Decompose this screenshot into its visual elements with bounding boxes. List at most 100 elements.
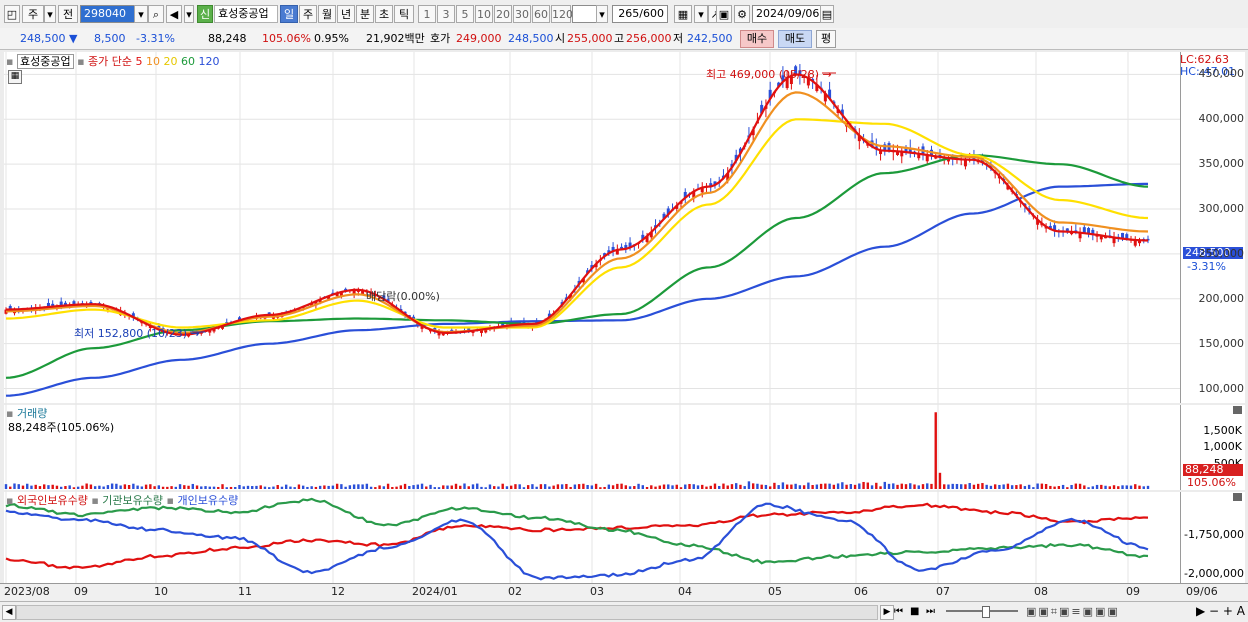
stop-icon[interactable]: ■ bbox=[910, 606, 920, 617]
interval-5[interactable]: 5 bbox=[456, 5, 474, 23]
interval-20[interactable]: 20 bbox=[494, 5, 512, 23]
save-icon[interactable]: ▣ bbox=[716, 5, 732, 23]
legend-institution[interactable]: 기관보유수량 bbox=[102, 494, 164, 507]
candle-body bbox=[1099, 235, 1103, 240]
volume-bar bbox=[225, 487, 228, 489]
volume-bar bbox=[624, 485, 628, 489]
interval-3[interactable]: 3 bbox=[437, 5, 455, 23]
period-day[interactable]: 일 bbox=[280, 5, 298, 23]
fast-forward-icon[interactable]: ⏭ bbox=[926, 606, 935, 617]
candle-body bbox=[51, 303, 55, 307]
search-icon[interactable]: ⌕ bbox=[148, 5, 164, 23]
sell-button[interactable]: 매도 bbox=[778, 30, 812, 48]
candle-body bbox=[900, 151, 904, 157]
volume-bar bbox=[297, 484, 301, 489]
zoom-slider-handle[interactable] bbox=[982, 606, 990, 618]
chevron-down-icon[interactable]: ▾ bbox=[44, 5, 56, 23]
volume-bar bbox=[98, 485, 101, 489]
zoom-controls[interactable]: ▶ − + A bbox=[1196, 604, 1245, 618]
period-tick[interactable]: 틱 bbox=[394, 5, 414, 23]
legend-stock[interactable]: 효성중공업 bbox=[16, 54, 74, 69]
volume-bar bbox=[178, 484, 182, 489]
panel-close-icon[interactable] bbox=[1233, 406, 1242, 414]
volume-bar bbox=[718, 485, 721, 489]
legend-ma-60[interactable]: 60 bbox=[181, 55, 196, 68]
volume-bar bbox=[1002, 484, 1005, 489]
volume-bar bbox=[552, 485, 555, 489]
volume-bar bbox=[603, 486, 606, 489]
trade-amount: 21,902백만 bbox=[366, 32, 425, 45]
volume-bar bbox=[938, 472, 942, 489]
volume-bar bbox=[386, 483, 390, 489]
speaker-icon[interactable]: ◀ bbox=[166, 5, 182, 23]
stock-code-input[interactable]: 298040 bbox=[80, 5, 136, 23]
period-week[interactable]: 주 bbox=[299, 5, 317, 23]
candle-body bbox=[1070, 231, 1074, 235]
holdings-close-icon[interactable] bbox=[1233, 493, 1242, 501]
interval-120[interactable]: 120 bbox=[551, 5, 573, 23]
grid-toggle-icon[interactable]: ▦ bbox=[8, 70, 22, 84]
code-dropdown-icon[interactable]: ▾ bbox=[134, 5, 148, 23]
volume-bar bbox=[599, 487, 602, 489]
period-year[interactable]: 년 bbox=[337, 5, 355, 23]
legend-foreign[interactable]: 외국인보유수량 bbox=[16, 494, 88, 507]
candle-body bbox=[1048, 225, 1052, 230]
volume-bar bbox=[836, 483, 840, 489]
scroll-right-icon[interactable]: ▶ bbox=[880, 605, 894, 620]
volume-bar bbox=[722, 483, 725, 489]
volume-bar bbox=[960, 484, 963, 489]
tools-dropdown-icon[interactable]: ▾ bbox=[694, 5, 708, 23]
interval-10[interactable]: 10 bbox=[475, 5, 493, 23]
rewind-icon[interactable]: ⏮ bbox=[894, 606, 903, 617]
period-minute[interactable]: 분 bbox=[356, 5, 374, 23]
candle-body bbox=[1125, 234, 1129, 240]
gear-icon[interactable]: ⚙ bbox=[734, 5, 750, 23]
volume-bar bbox=[531, 484, 534, 489]
chart-tools-icon[interactable]: ▦ bbox=[674, 5, 692, 23]
legend-individual[interactable]: 개인보유수량 bbox=[177, 494, 239, 507]
volume-bar bbox=[395, 486, 398, 489]
prev-button[interactable]: 전 bbox=[58, 5, 78, 23]
candle-body bbox=[361, 290, 365, 295]
period-selector[interactable]: 주 bbox=[22, 5, 44, 23]
candle-body bbox=[603, 253, 607, 257]
volume-bar bbox=[420, 483, 424, 489]
volume-bar bbox=[361, 484, 364, 489]
window-menu-icon[interactable]: ◰ bbox=[4, 5, 20, 23]
count-input[interactable]: 265/600 bbox=[612, 5, 668, 23]
volume-bar bbox=[365, 483, 369, 489]
interval-1[interactable]: 1 bbox=[418, 5, 436, 23]
candle-body bbox=[594, 263, 598, 268]
date-input[interactable]: 2024/09/06 bbox=[752, 5, 822, 23]
buy-button[interactable]: 매수 bbox=[740, 30, 774, 48]
interval-30[interactable]: 30 bbox=[513, 5, 531, 23]
chart-type-icons[interactable]: ▣▣⌗▣≡▣▣▣ bbox=[1026, 605, 1120, 618]
interval-60[interactable]: 60 bbox=[532, 5, 550, 23]
candle-body bbox=[700, 187, 704, 193]
scroll-left-icon[interactable]: ◀ bbox=[2, 605, 16, 620]
period-second[interactable]: 초 bbox=[375, 5, 393, 23]
speaker-dropdown-icon[interactable]: ▾ bbox=[184, 5, 194, 23]
legend-ma-10[interactable]: 10 bbox=[146, 55, 161, 68]
legend-ma-120[interactable]: 120 bbox=[198, 55, 220, 68]
legend-ma-20[interactable]: 20 bbox=[163, 55, 178, 68]
volume-bar bbox=[327, 485, 330, 489]
volume-bar bbox=[917, 485, 920, 489]
legend-ma-label[interactable]: 종가 단순 bbox=[88, 55, 133, 68]
avg-button[interactable]: 평 bbox=[816, 30, 836, 48]
scrollbar-track[interactable] bbox=[16, 605, 878, 620]
candle-body bbox=[896, 151, 900, 155]
calendar-icon[interactable]: ▤ bbox=[820, 5, 834, 23]
candle-body bbox=[649, 232, 653, 238]
candle-body bbox=[828, 89, 832, 99]
legend-ma-5[interactable]: 5 bbox=[135, 55, 143, 68]
volume-bar bbox=[259, 485, 262, 489]
volume-bar bbox=[900, 483, 903, 489]
interval-dropdown-icon[interactable]: ▾ bbox=[596, 5, 608, 23]
volume-bar bbox=[314, 486, 318, 489]
holdings-y-axis bbox=[1180, 492, 1245, 583]
period-month[interactable]: 월 bbox=[318, 5, 336, 23]
volume-bar bbox=[102, 486, 105, 489]
volume-bar bbox=[667, 484, 670, 489]
